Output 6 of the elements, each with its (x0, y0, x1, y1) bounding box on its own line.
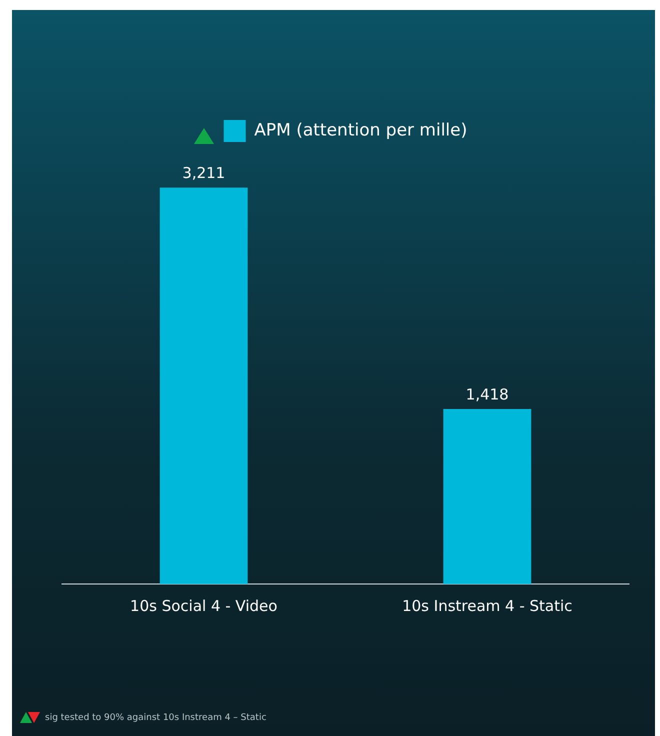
data-label: 3,211 (182, 164, 226, 182)
text: sig tested to 90% against 10s Instream 4 – Static (45, 713, 266, 723)
data-label: 1,418 (466, 385, 509, 404)
legend-label: APM (attention per mille) (254, 120, 468, 140)
x-tick-label: 10s Social 4 - Video (130, 596, 278, 615)
x-tick-label: 10s Instream 4 - Static (402, 596, 572, 615)
